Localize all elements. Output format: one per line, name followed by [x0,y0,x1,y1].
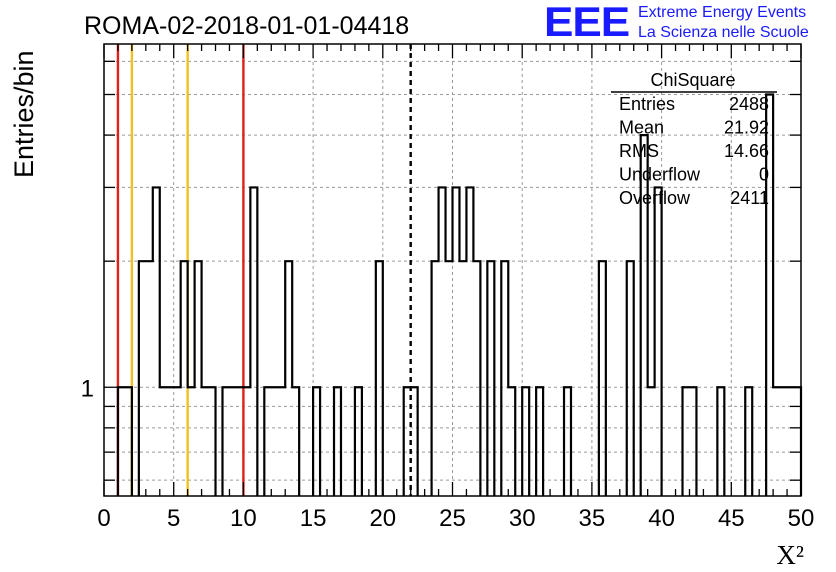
histogram-series [116,93,803,496]
stats-row-value: 21.92 [724,118,769,138]
x-tick-label: 10 [230,505,257,532]
histogram-bin [459,261,466,496]
histogram-bin [146,261,153,496]
x-tick-label: 0 [97,505,110,532]
stats-row-value: 2411 [730,188,769,208]
stats-row-value: 2488 [729,94,769,114]
eee-logo-mark: EEE [544,0,630,45]
stats-box-rows: Entries 2488 Mean 21.92 RMS 14.66 Underflow 0 Ov… [619,94,769,208]
x-tick-label: 35 [579,505,606,532]
stats-row-label: Entries [619,94,675,114]
x-tick-label: 20 [369,505,396,532]
x-axis-label: X² [776,540,804,570]
axis-ticks [103,44,802,496]
stats-box: ChiSquare Entries 2488 Mean 21.92 RMS 14.66 Un… [611,70,777,208]
stats-row-value: 0 [759,165,769,185]
stats-row-value: 14.66 [724,141,769,161]
eee-logo-line1: Extreme Energy Events [638,4,807,21]
histogram-bins [118,95,801,496]
stats-row-label: Underflow [619,165,701,185]
x-tick-label: 30 [509,505,536,532]
axis-tick-labels: 0 5 10 15 20 25 30 35 40 45 50 1 [81,375,815,532]
histogram-bin [446,261,453,496]
eee-logo: EEE Extreme Energy Events La Scienza nel… [544,0,834,45]
x-tick-label: 40 [648,505,675,532]
x-tick-label: 45 [718,505,745,532]
stats-box-title: ChiSquare [650,70,735,90]
x-tick-label: 50 [788,505,815,532]
stats-row-label: RMS [619,141,659,161]
y-axis-label: Entries/bin [9,50,39,178]
eee-logo-line2: La Scienza nelle Scuole [638,24,809,41]
chart-title: ROMA-02-2018-01-01-04418 [84,12,409,40]
x-tick-label: 15 [300,505,327,532]
x-tick-label: 5 [167,505,180,532]
y-tick-label: 1 [81,375,94,402]
stats-row-label: Overflow [619,188,691,208]
x-tick-label: 25 [439,505,466,532]
stats-row-label: Mean [619,118,664,138]
